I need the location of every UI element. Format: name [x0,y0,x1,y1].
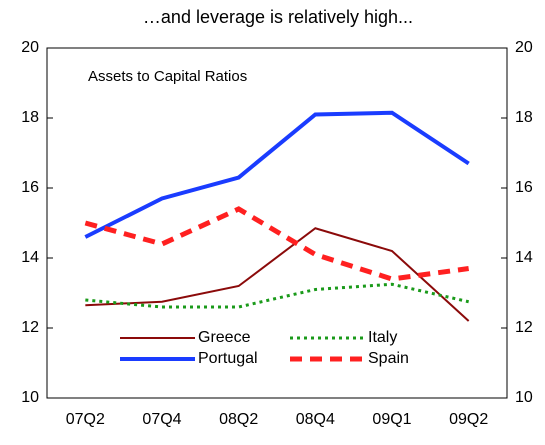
y-tick-label: 16 [21,179,39,196]
y-tick-label: 14 [21,249,39,266]
y-tick-label: 18 [21,109,39,126]
y-tick-label: 20 [21,39,39,56]
x-tick-label: 09Q1 [372,411,411,428]
y2-tick-label: 12 [515,319,533,336]
series-line [85,227,470,322]
chart-title: …and leverage is relatively high... [143,7,413,27]
legend-label: Spain [368,350,409,367]
y-tick-label: 12 [21,319,39,336]
y-tick-label: 10 [21,389,39,406]
annotation: Assets to Capital Ratios [88,68,247,85]
x-tick-label: 08Q2 [219,411,258,428]
legend-label: Italy [368,329,397,346]
series-line [85,282,470,309]
x-tick-label: 07Q4 [142,411,181,428]
y2-tick-label: 16 [515,179,533,196]
legend-label: Greece [198,329,251,346]
x-tick-label: 08Q4 [296,411,335,428]
y2-tick-label: 20 [515,39,533,56]
y2-tick-label: 14 [515,249,533,266]
legend-label: Portugal [198,350,258,367]
y2-tick-label: 18 [515,109,533,126]
x-tick-label: 09Q2 [449,411,488,428]
plot-frame [46,47,508,399]
series-line [84,110,470,239]
series-line [84,206,470,282]
y2-tick-label: 10 [515,389,533,406]
x-tick-label: 07Q2 [66,411,105,428]
